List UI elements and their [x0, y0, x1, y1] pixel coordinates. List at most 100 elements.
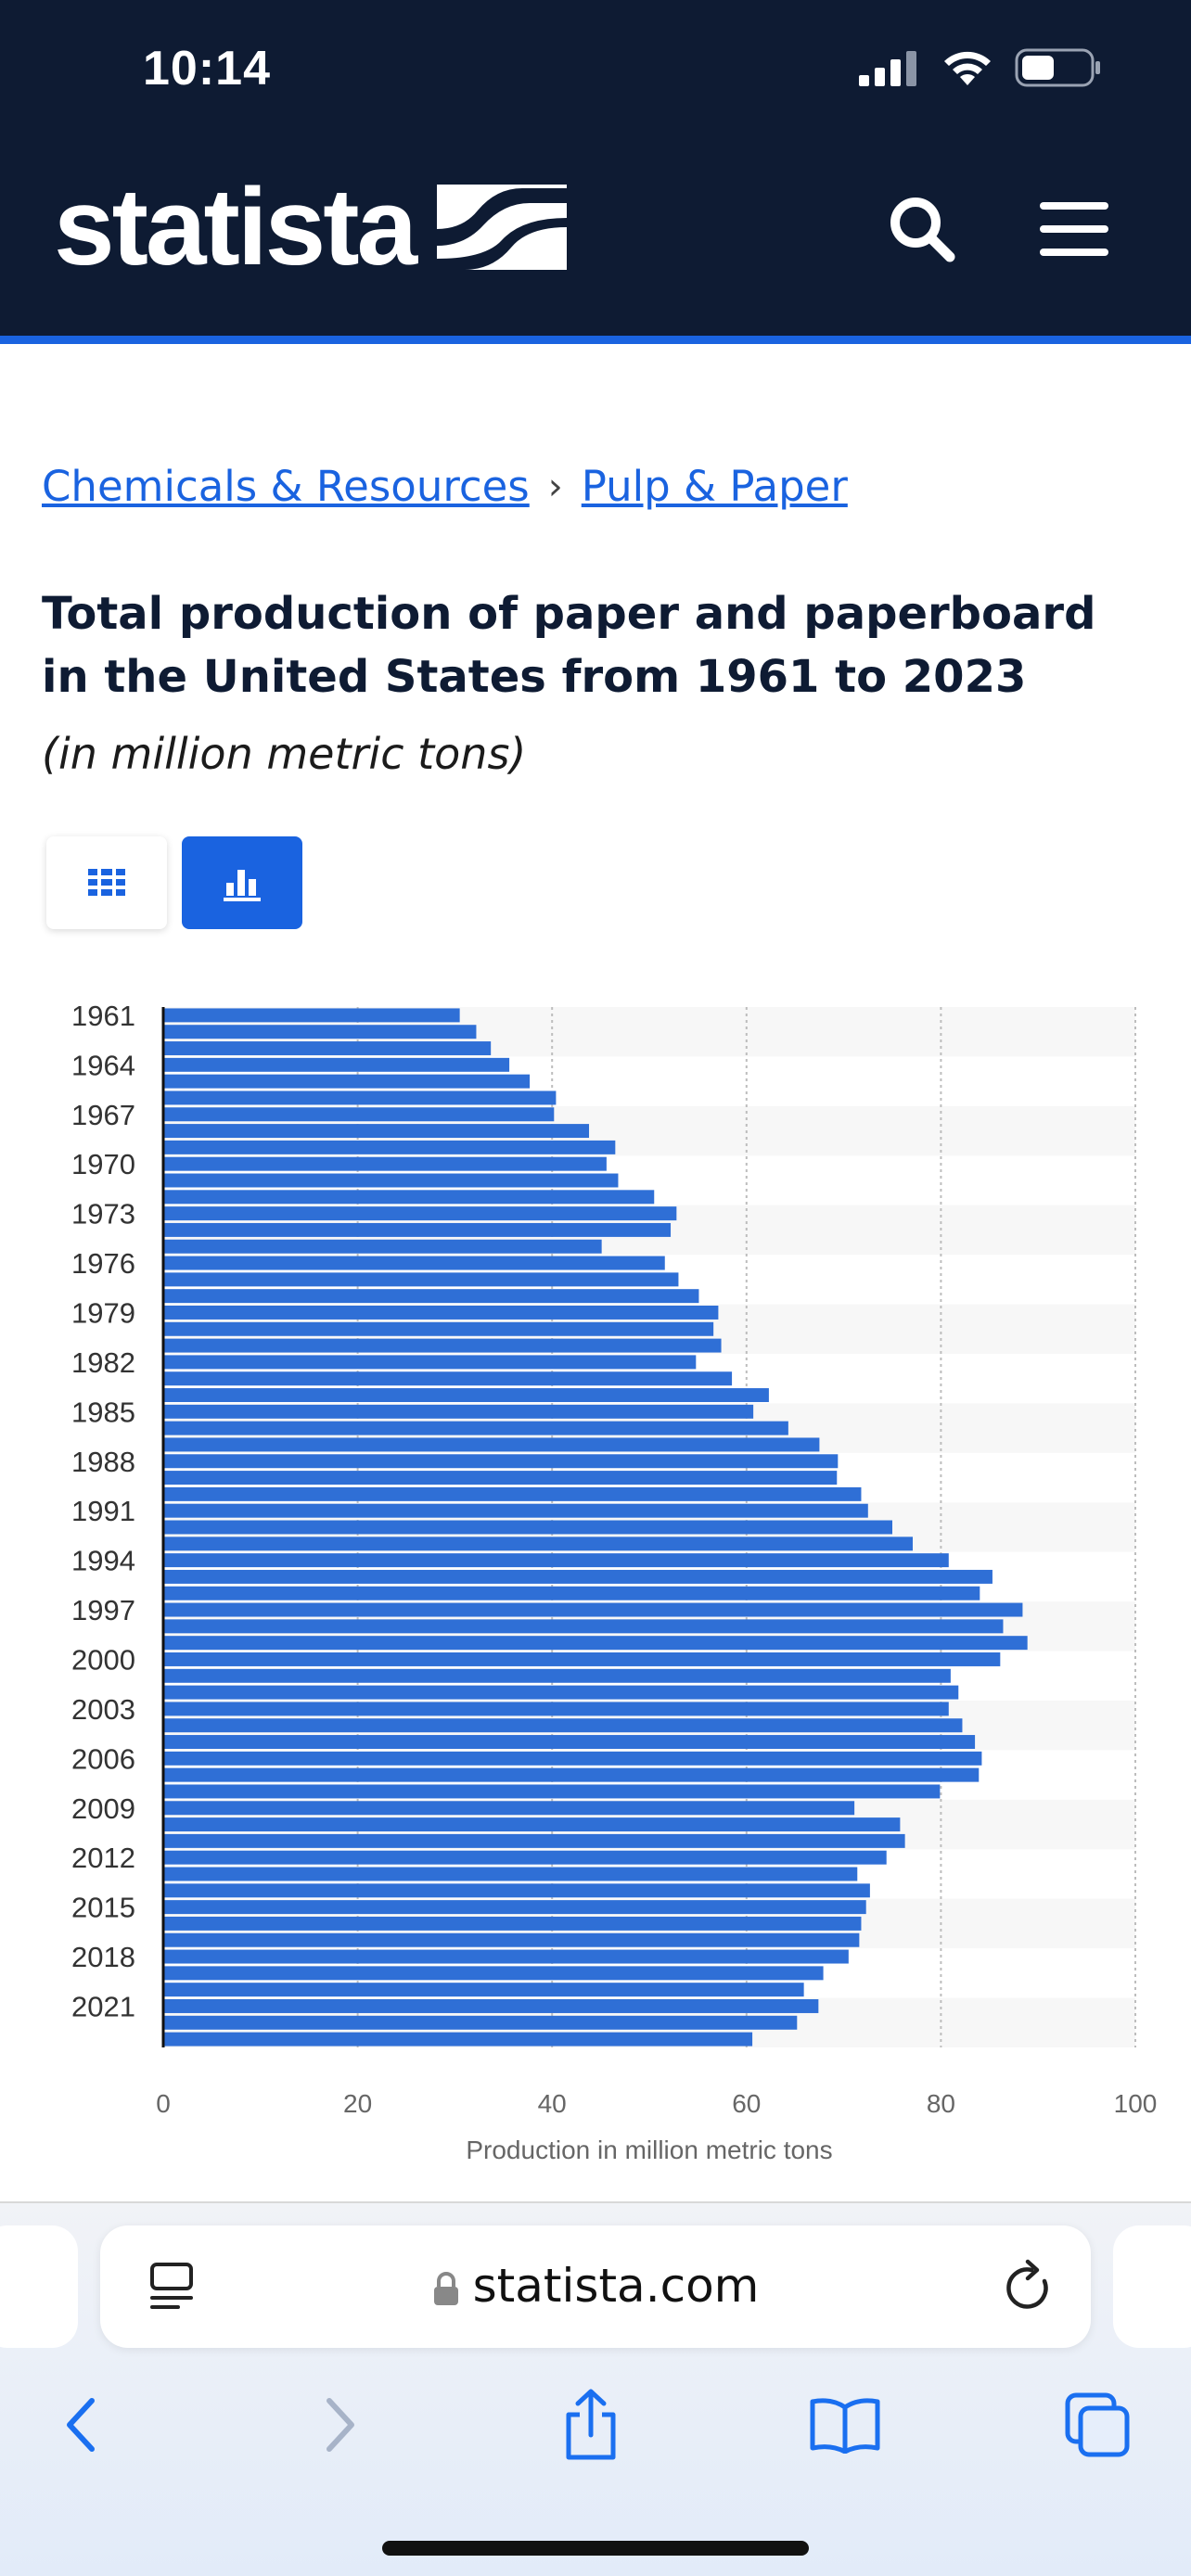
chart-y-tick-label: 2009 — [71, 1792, 135, 1825]
chart-x-axis-title: Production in million metric tons — [466, 2136, 832, 2161]
chart-bar-1976 — [163, 1256, 665, 1270]
chart-bar-1992 — [163, 1520, 892, 1535]
reload-icon[interactable] — [1004, 2259, 1056, 2315]
signal-icon — [859, 51, 916, 86]
bar-chart-icon — [224, 870, 261, 901]
chart-bar-2009 — [163, 1801, 855, 1816]
breadcrumb-separator: › — [547, 465, 563, 508]
chart-bar-1978 — [163, 1289, 699, 1304]
statista-logo[interactable]: statista — [54, 166, 568, 288]
chart-bar-2019 — [163, 1966, 824, 1981]
menu-button[interactable] — [1035, 190, 1113, 268]
open-book-icon — [810, 2398, 880, 2454]
chart-x-tick-label: 60 — [732, 2089, 761, 2118]
chart-bar-1989 — [163, 1471, 838, 1486]
search-button[interactable] — [883, 190, 961, 268]
chart-bar-1983 — [163, 1371, 733, 1386]
chart-bar-1984 — [163, 1388, 769, 1403]
chart-bar-2006 — [163, 1751, 982, 1766]
chart-bar-2007 — [163, 1767, 980, 1782]
chart-bar-2013 — [163, 1867, 858, 1881]
forward-button[interactable] — [289, 2374, 391, 2476]
url-display[interactable]: statista.com — [100, 2259, 1091, 2313]
chart-bar-1975 — [163, 1239, 602, 1254]
chart-bar-1985 — [163, 1404, 754, 1419]
chart-bar-1980 — [163, 1321, 714, 1336]
chart-bar-1970 — [163, 1156, 607, 1171]
chart-y-tick-label: 1982 — [71, 1346, 135, 1379]
chart-bar-2022 — [163, 2015, 798, 2030]
chart-bar-2002 — [163, 1685, 959, 1700]
chart-bar-1971 — [163, 1173, 619, 1188]
chart-bar-2016 — [163, 1916, 862, 1931]
chart-bar-2011 — [163, 1833, 905, 1848]
chart-bar-1997 — [163, 1602, 1023, 1617]
chart-bar-1990 — [163, 1486, 862, 1501]
previous-tab-preview[interactable] — [0, 2225, 78, 2348]
chevron-left-icon — [67, 2398, 95, 2452]
page-title: Total production of paper and paperboard… — [42, 588, 1096, 703]
browser-toolbar: statista.com — [0, 2203, 1191, 2576]
chart-bar-1987 — [163, 1437, 820, 1452]
breadcrumb-chemicals-resources[interactable]: Chemicals & Resources — [42, 462, 530, 511]
address-bar[interactable]: statista.com — [100, 2225, 1091, 2348]
chart-bar-2010 — [163, 1817, 901, 1832]
page-menu-icon[interactable] — [148, 2261, 195, 2313]
chart-x-tick-label: 100 — [1114, 2089, 1158, 2118]
site-header: 10:14 statista — [0, 0, 1191, 336]
chart-bar-1977 — [163, 1272, 679, 1287]
chart-y-tick-label: 2006 — [71, 1742, 135, 1775]
next-tab-preview[interactable] — [1113, 2225, 1191, 2348]
chart-y-tick-label: 1985 — [71, 1396, 135, 1428]
chart-y-tick-label: 1973 — [71, 1198, 135, 1231]
chart-bar-1964 — [163, 1057, 510, 1072]
chart-y-tick-label: 1991 — [71, 1495, 135, 1527]
breadcrumb-pulp-paper[interactable]: Pulp & Paper — [581, 462, 848, 511]
chart-y-tick-label: 1979 — [71, 1296, 135, 1329]
chart-view-button[interactable] — [182, 836, 302, 929]
chart-bar-1972 — [163, 1190, 655, 1205]
chart-bar-2012 — [163, 1850, 887, 1865]
chart-bar-1981 — [163, 1338, 722, 1353]
chart-bar-2020 — [163, 1983, 804, 1997]
chart-bar-2017 — [163, 1932, 860, 1947]
search-icon — [890, 198, 955, 262]
chart-y-tick-label: 1961 — [71, 1000, 135, 1032]
chart-y-tick-label: 2000 — [71, 1643, 135, 1676]
page-subtitle: (in million metric tons) — [42, 729, 527, 779]
share-icon — [566, 2389, 616, 2460]
chevron-right-icon — [327, 2398, 354, 2452]
tabs-button[interactable] — [1046, 2374, 1148, 2476]
chart-bar-1969 — [163, 1140, 616, 1154]
chart-bar-1993 — [163, 1537, 914, 1551]
share-button[interactable] — [540, 2374, 642, 2476]
logo-text: statista — [54, 166, 417, 288]
logo-mark-icon — [437, 185, 568, 270]
chart-bar-2023 — [163, 2032, 753, 2047]
back-button[interactable] — [30, 2374, 132, 2476]
chart-bar-1979 — [163, 1305, 719, 1320]
chart-bar-1966 — [163, 1090, 557, 1105]
chart-bar-1988 — [163, 1454, 839, 1469]
chart-bar-2021 — [163, 1998, 819, 2013]
url-text: statista.com — [472, 2259, 760, 2313]
chart-bar-1968 — [163, 1124, 590, 1139]
chart-y-tick-label: 2021 — [71, 1990, 135, 2022]
chart-bar-1999 — [163, 1636, 1028, 1651]
table-view-button[interactable] — [46, 836, 167, 929]
chart-y-tick-label: 1967 — [71, 1099, 135, 1131]
chart-bar-1995 — [163, 1569, 992, 1584]
breadcrumb: Chemicals & Resources › Pulp & Paper — [42, 462, 848, 511]
status-icons — [859, 48, 1102, 87]
chart-y-tick-label: 1988 — [71, 1446, 135, 1478]
chart-bar-2003 — [163, 1702, 949, 1716]
chart-y-tick-label: 2018 — [71, 1941, 135, 1973]
chart-bar-2015 — [163, 1900, 866, 1915]
chart-y-tick-label: 1997 — [71, 1594, 135, 1626]
chart-bar-1982 — [163, 1355, 697, 1370]
chart-bar-2001 — [163, 1668, 951, 1683]
chart-bar-2005 — [163, 1735, 976, 1750]
battery-icon — [1015, 48, 1100, 87]
bookmarks-button[interactable] — [794, 2374, 896, 2476]
grid-table-icon — [88, 869, 125, 896]
